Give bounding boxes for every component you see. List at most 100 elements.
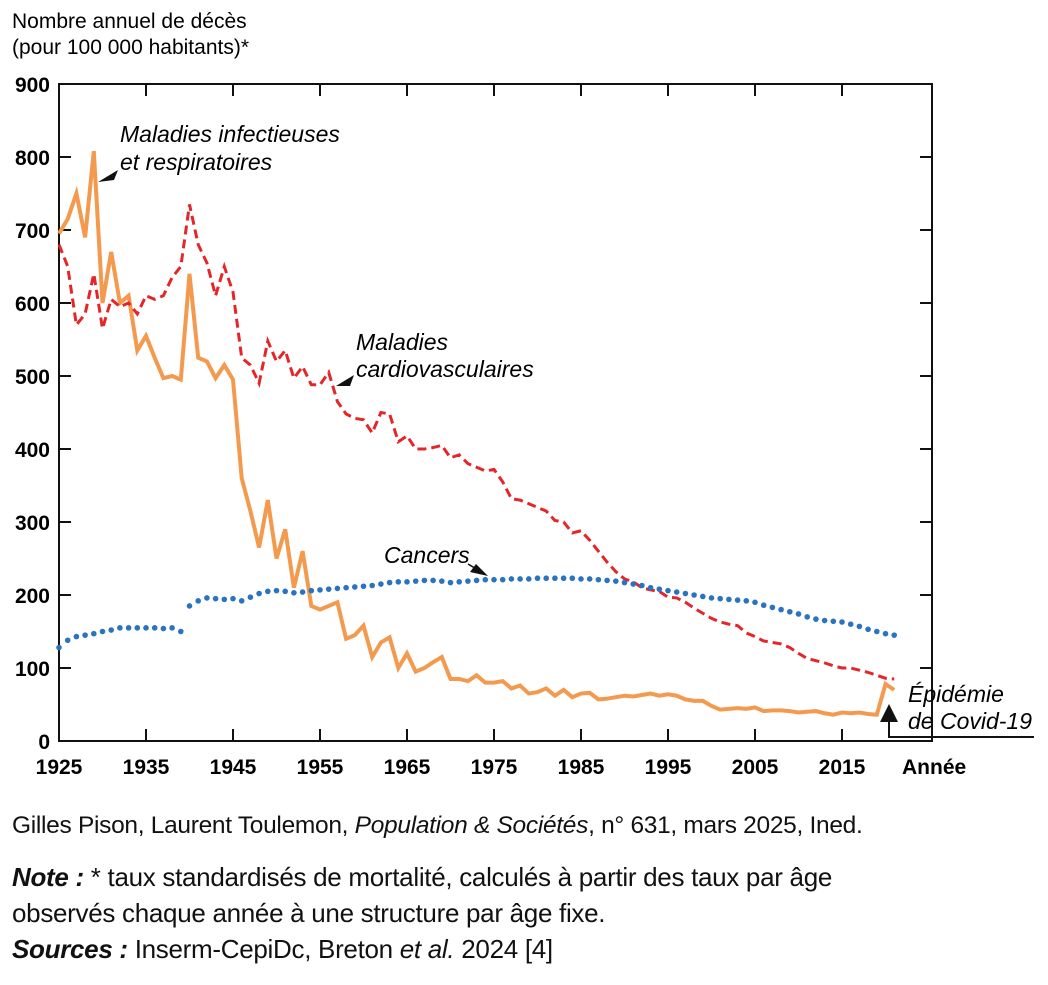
arrow-covid-icon [880,704,898,722]
cancers-point [334,585,341,592]
cancers-point [865,626,871,633]
note-label: Note : [12,862,84,892]
y-tick-label: 600 [15,293,50,316]
cancers-point [291,590,297,596]
note-text-2: observés chaque année à une structure pa… [12,898,606,928]
plot-frame [58,83,933,742]
cancers-point [717,595,723,602]
cancers-point [204,595,210,601]
cancers-point [99,628,106,635]
cancers-point [430,577,436,584]
y-tick-label: 900 [15,74,50,97]
cancers-point [621,579,628,586]
cancers-point [125,625,132,631]
cancers-point [404,579,410,585]
cancers-point [708,595,715,601]
cancers-point [151,625,158,631]
cancers-point [360,583,367,590]
x-tick-label: 1985 [558,756,605,779]
x-tick-label: 2015 [819,756,866,779]
cancers-point [169,625,175,631]
cancers-point [517,576,523,582]
cancers-point [586,576,593,582]
cancers-point [630,581,636,587]
cancers-point [238,598,245,604]
credit-rest: , n° 631, mars 2025, Ined. [588,812,863,839]
cancers-point [882,630,889,637]
cancers-point [64,637,71,644]
x-tick-label: 1935 [123,756,170,779]
y-tick-label: 200 [15,585,50,608]
cancers-point [891,632,897,638]
cancers-point [787,608,793,615]
cancers-point [665,587,671,594]
cancers-point [178,628,184,635]
y-tick-label: 400 [15,439,50,462]
cancers-point [839,619,845,625]
cancers-point [134,625,141,631]
cancers-point [412,578,419,584]
cancers-point [682,590,689,597]
cancers-point [282,588,289,595]
cancers-point [856,623,863,630]
cancers-point [595,576,602,583]
label-cardio-2: cardiovasculaires [356,356,534,382]
y-tick-label: 100 [15,658,50,681]
cancers-point [221,596,228,603]
cancers-point [352,584,358,590]
y-tick-label: 300 [15,512,50,535]
credit-journal: Population & Sociétés [354,812,589,839]
y-tick-label: 800 [15,147,50,170]
x-tick-label: 1925 [36,756,83,779]
arrow-infectious-icon [98,170,118,182]
cancers-point [473,577,480,584]
cancers-point [482,576,489,583]
cancers-point [117,625,123,631]
cancers-point [325,586,332,592]
label-infectious-2: et respiratoires [120,149,273,175]
arrow-cardio-icon [336,375,354,386]
cancers-point [317,587,323,593]
label-covid-1: Épidémie [908,681,1004,707]
cancers-point [465,578,471,584]
sources-line: Sources : Inserm-CepiDc, Breton et al. 2… [12,934,553,965]
cancers-point [743,598,750,604]
cancers-point [760,602,767,609]
cancers-point [56,644,62,651]
cancers-point [82,632,88,638]
sources-rest: 2024 [4] [454,934,553,964]
cancers-point [447,579,454,586]
sources-etal: et al. [399,934,455,964]
chart-title-line-1: Nombre annuel de décès [12,10,247,33]
cancers-point [769,604,776,611]
cancers-point [795,611,802,617]
mortality-chart: Nombre annuel de décès (pour 100 000 hab… [12,10,1034,779]
cancers-point [569,575,576,582]
arrow-cancers-icon [470,564,488,576]
note-line-2: observés chaque année à une structure pa… [12,898,606,929]
cancers-point [639,582,645,589]
y-tick-label: 0 [38,731,50,754]
cancers-point [265,588,271,595]
x-tick-label: 1975 [471,756,518,779]
cancers-point [395,579,402,585]
cancers-point [230,595,236,602]
cancers-point [499,576,506,583]
y-tick-label: 700 [15,220,50,243]
covid-leader-line [888,722,1034,738]
label-cancers: Cancers [384,542,470,568]
x-tick-label: 2005 [732,756,779,779]
cancers-point [874,628,880,635]
cancers-point [299,589,306,595]
cancers-point [143,625,149,631]
label-cardio-1: Maladies [356,329,449,355]
note-line: Note : * taux standardisés de mortalité,… [12,862,832,893]
cancers-point [386,579,393,586]
cancers-point [534,575,541,582]
credit-authors: Gilles Pison, Laurent Toulemon, [12,812,355,839]
cancers-point [647,584,654,591]
cancers-point [752,599,758,606]
cancers-point [613,578,619,584]
cancers-point [212,595,219,602]
cancers-point [273,587,280,594]
